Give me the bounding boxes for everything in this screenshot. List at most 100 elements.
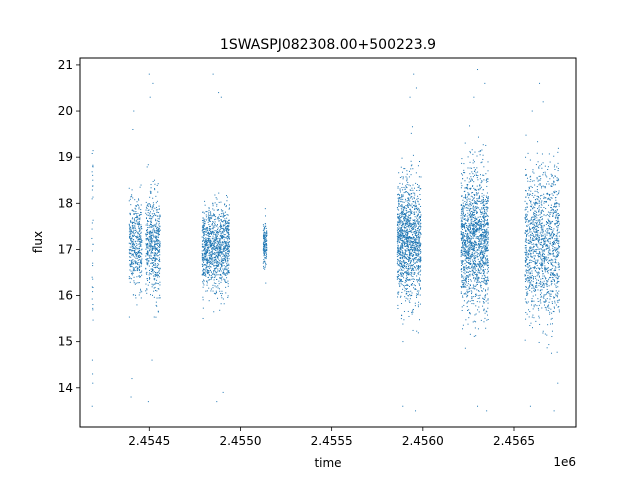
data-point: [218, 220, 220, 222]
data-point: [225, 282, 227, 284]
data-point: [411, 311, 413, 313]
data-point: [473, 235, 475, 237]
data-point: [132, 253, 134, 255]
data-point: [129, 237, 131, 239]
data-point: [155, 252, 157, 254]
data-point: [223, 247, 225, 249]
data-point: [416, 198, 418, 200]
data-point: [484, 206, 486, 208]
data-point: [480, 257, 482, 259]
data-point: [147, 239, 149, 241]
data-point: [135, 208, 137, 210]
data-point: [406, 218, 408, 220]
data-point: [212, 258, 214, 260]
data-point: [407, 295, 409, 297]
data-point: [404, 230, 406, 232]
data-point: [468, 300, 470, 302]
data-point: [211, 253, 213, 255]
data-point: [487, 197, 489, 199]
data-point: [408, 224, 410, 226]
data-point: [202, 256, 204, 258]
data-point: [473, 197, 475, 199]
data-point: [478, 290, 480, 292]
data-point: [472, 191, 474, 193]
data-point: [419, 256, 421, 258]
data-point: [134, 248, 136, 250]
data-point: [461, 235, 463, 237]
data-point: [211, 215, 213, 217]
data-point: [483, 246, 485, 248]
data-point: [215, 259, 217, 261]
data-point: [146, 258, 148, 260]
data-point: [204, 258, 206, 260]
data-point: [416, 261, 418, 263]
data-point: [155, 253, 157, 255]
data-point: [486, 223, 488, 225]
data-point: [130, 196, 132, 198]
data-point: [466, 226, 468, 228]
data-point: [201, 220, 203, 222]
data-point: [483, 302, 485, 304]
data-point: [225, 253, 227, 255]
data-point: [473, 240, 475, 242]
data-point: [472, 223, 474, 225]
data-point: [473, 228, 475, 230]
data-point: [475, 241, 477, 243]
data-point: [487, 206, 489, 208]
data-point: [218, 201, 220, 203]
data-point: [479, 226, 481, 228]
data-point: [399, 265, 401, 267]
data-point: [266, 256, 268, 258]
data-point: [405, 293, 407, 295]
data-point: [470, 271, 472, 273]
data-point: [129, 281, 131, 283]
data-point: [207, 239, 209, 241]
data-point: [217, 265, 219, 267]
data-point: [156, 232, 158, 234]
data-point: [156, 279, 158, 281]
data-point: [477, 290, 479, 292]
data-point: [475, 202, 477, 204]
data-point: [460, 212, 462, 214]
data-point: [264, 260, 266, 262]
data-point: [471, 244, 473, 246]
data-point: [409, 274, 411, 276]
data-point: [411, 273, 413, 275]
data-point: [132, 271, 134, 273]
data-point: [154, 188, 156, 190]
data-point: [155, 247, 157, 249]
data-point: [487, 215, 489, 217]
data-point: [414, 231, 416, 233]
data-point: [487, 161, 489, 163]
data-point: [219, 268, 221, 270]
data-point: [469, 273, 471, 275]
data-point: [415, 206, 417, 208]
data-point: [224, 229, 226, 231]
data-point: [224, 246, 226, 248]
data-point: [480, 225, 482, 227]
data-point: [465, 204, 467, 206]
data-point: [220, 227, 222, 229]
data-point: [403, 264, 405, 266]
data-point: [466, 238, 468, 240]
data-point: [468, 257, 470, 259]
data-point: [413, 249, 415, 251]
data-point: [204, 254, 206, 256]
data-point: [221, 226, 223, 228]
data-point: [406, 244, 408, 246]
data-point: [220, 247, 222, 249]
data-point: [219, 215, 221, 217]
data-point: [476, 289, 478, 291]
data-point: [483, 222, 485, 224]
data-point: [483, 281, 485, 283]
data-point: [419, 221, 421, 223]
data-point: [152, 232, 154, 234]
data-point: [204, 249, 206, 251]
data-point: [460, 227, 462, 229]
data-point: [482, 216, 484, 218]
data-point: [401, 176, 403, 178]
data-point: [159, 215, 161, 217]
data-point: [413, 248, 415, 250]
data-point: [410, 165, 412, 167]
data-point: [138, 239, 140, 241]
